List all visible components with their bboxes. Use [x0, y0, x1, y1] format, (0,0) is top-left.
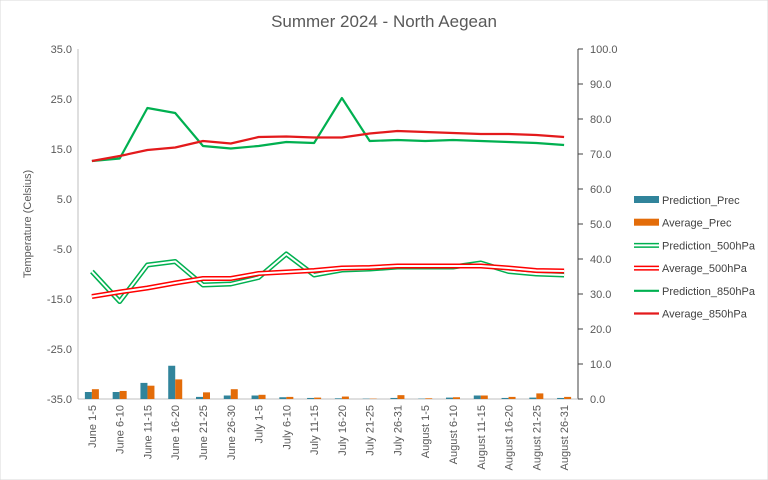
- legend-item: Average_Prec: [634, 218, 732, 230]
- bar-prediction-prec: [84, 392, 92, 399]
- bar-prediction-prec: [501, 397, 509, 399]
- bar-average-prec: [230, 389, 238, 399]
- x-tick-label: August 11-15: [476, 405, 488, 470]
- y-tick-label: -25.0: [47, 344, 72, 356]
- bar-average-prec: [286, 396, 294, 399]
- x-tick-label: August 21-25: [531, 405, 543, 470]
- x-tick-label: August 1-5: [420, 405, 432, 458]
- x-tick-label: August 6-10: [448, 405, 460, 464]
- y-tick-label: 25.0: [51, 94, 72, 106]
- y2-tick-label: 20.0: [590, 324, 611, 336]
- y-tick-label: -15.0: [47, 294, 72, 306]
- bar-prediction-prec: [112, 392, 120, 399]
- bar-average-prec: [397, 395, 405, 399]
- bar-prediction-prec: [473, 395, 481, 399]
- bar-prediction-prec: [529, 397, 537, 399]
- legend-label: Prediction_500hPa: [662, 240, 756, 252]
- bar-average-prec: [341, 396, 349, 399]
- bar-average-prec: [91, 389, 99, 399]
- y2-tick-label: 90.0: [590, 79, 611, 91]
- legend-label: Prediction_850hPa: [662, 286, 756, 298]
- legend-label: Average_500hPa: [662, 263, 748, 275]
- legend-label: Average_850hPa: [662, 309, 748, 321]
- bar-prediction-prec: [557, 397, 565, 399]
- y2-tick-label: 50.0: [590, 219, 611, 231]
- bar-prediction-prec: [390, 397, 398, 399]
- legend-swatch: [634, 196, 659, 203]
- bar-prediction-prec: [223, 395, 231, 399]
- x-tick-label: August 26-31: [559, 405, 571, 470]
- legend-label: Prediction_Prec: [662, 195, 740, 207]
- legend-item: Average_850hPa: [634, 309, 748, 321]
- y2-tick-label: 100.0: [590, 44, 618, 56]
- line-average-850hpa: [91, 129, 565, 163]
- y2-tick-label: 70.0: [590, 149, 611, 161]
- bar-prediction-prec: [168, 365, 176, 399]
- bar-average-prec: [564, 396, 572, 399]
- bar-average-prec: [480, 395, 488, 399]
- bar-series-group: [84, 365, 572, 399]
- bar-prediction-prec: [196, 396, 203, 399]
- line-average-500hpa-inner: [91, 265, 565, 298]
- bar-prediction-prec: [307, 397, 315, 399]
- bar-prediction-prec: [334, 398, 342, 399]
- y2-tick-label: 60.0: [590, 184, 611, 196]
- y-tick-label: -35.0: [47, 394, 72, 406]
- x-tick-label: July 16-20: [337, 405, 349, 456]
- bar-prediction-prec: [446, 397, 453, 399]
- y2-tick-label: 10.0: [590, 359, 611, 371]
- bar-average-prec: [147, 385, 155, 399]
- bar-prediction-prec: [251, 395, 259, 399]
- bar-average-prec: [119, 390, 127, 399]
- bar-average-prec: [314, 397, 322, 399]
- x-tick-label: July 21-25: [365, 405, 377, 456]
- y2-tick-label: 40.0: [590, 254, 611, 266]
- chart-title: Summer 2024 - North Aegean: [271, 12, 497, 31]
- bar-average-prec: [258, 394, 266, 399]
- bar-average-prec: [508, 396, 516, 399]
- x-tick-label: June 6-10: [115, 405, 127, 454]
- legend: Prediction_Prec Average_Prec Prediction_50…: [634, 195, 756, 321]
- x-axis-ticks: June 1-5 June 6-10 June 11-15 June 16-20 Jun…: [87, 405, 571, 470]
- x-tick-label: June 16-20: [170, 405, 182, 460]
- bar-prediction-prec: [140, 382, 148, 399]
- legend-item: Prediction_500hPa: [634, 240, 756, 252]
- legend-item: Average_500hPa: [634, 263, 748, 275]
- bar-prediction-prec: [279, 397, 287, 399]
- y-axis-ticks: 35.0 25.0 15.0 5.0 -5.0 -15.0 -25.0 -35.0: [47, 44, 72, 406]
- legend-label: Average_Prec: [662, 218, 732, 230]
- bar-average-prec: [425, 398, 433, 399]
- bar-average-prec: [453, 397, 460, 399]
- legend-item: Prediction_850hPa: [634, 286, 756, 298]
- bar-average-prec: [175, 379, 183, 399]
- y-tick-label: 15.0: [51, 144, 72, 156]
- x-tick-label: July 1-5: [254, 405, 266, 444]
- y2-tick-label: 80.0: [590, 114, 611, 126]
- y-tick-label: 5.0: [57, 194, 72, 206]
- x-tick-label: July 11-15: [309, 405, 321, 455]
- x-tick-label: June 11-15: [142, 405, 154, 459]
- bar-average-prec: [536, 393, 544, 399]
- legend-item: Prediction_Prec: [634, 195, 740, 207]
- y-axis-title: Temperature (Celsius): [22, 170, 34, 278]
- y2-tick-label: 0.0: [590, 394, 605, 406]
- x-tick-label: July 26-31: [392, 405, 404, 456]
- x-tick-label: July 6-10: [281, 405, 293, 450]
- y2-axis-ticks: 100.0 90.0 80.0 70.0 60.0 50.0 40.0 30.0 20.0 10.…: [578, 44, 618, 406]
- line-series-group: [90, 96, 565, 304]
- bar-average-prec: [203, 392, 210, 399]
- x-tick-label: June 1-5: [87, 405, 99, 448]
- x-tick-label: June 21-25: [198, 405, 210, 460]
- legend-swatch: [634, 218, 659, 226]
- x-tick-label: August 16-20: [504, 405, 516, 470]
- x-tick-label: June 26-30: [226, 405, 238, 460]
- y2-tick-label: 30.0: [590, 289, 611, 301]
- y-tick-label: -5.0: [53, 244, 72, 256]
- line-prediction-850hpa: [91, 96, 565, 163]
- y-tick-label: 35.0: [51, 44, 72, 56]
